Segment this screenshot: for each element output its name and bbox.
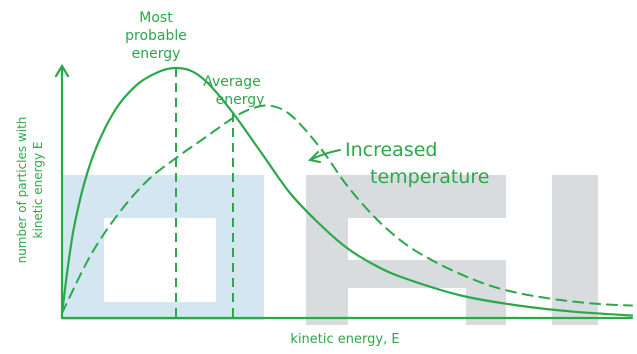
watermark-gray-cutout [348,218,506,260]
y-axis-arrowhead [54,63,70,78]
axes [54,63,634,320]
watermark-blue-stem [216,218,264,320]
y-axis-label: number of particles with kinetic energy … [15,117,45,264]
watermark-gray-cutout-2 [348,288,466,325]
watermark-blue-cutout [104,218,216,302]
watermark-logo [62,175,598,325]
most-probable-label-line1: Most [139,10,173,26]
series-original-temperature-line [60,66,634,317]
increased-temperature-label-line2: temperature [370,166,489,188]
series-increased-temperature-line [61,104,633,314]
x-axis-label: kinetic energy, E [290,332,399,347]
y-axis-label-line1: number of particles with [15,117,29,264]
most-probable-label-line3: energy [132,46,181,62]
y-axis-label-line2: kinetic energy E [31,142,45,239]
increased-temperature-arrow [307,149,341,163]
average-energy-label-line2: energy [216,92,265,108]
increased-temperature-label-line1: Increased [345,139,437,161]
most-probable-label-line2: probable [125,28,187,44]
average-energy-label-line1: Average [203,74,261,90]
